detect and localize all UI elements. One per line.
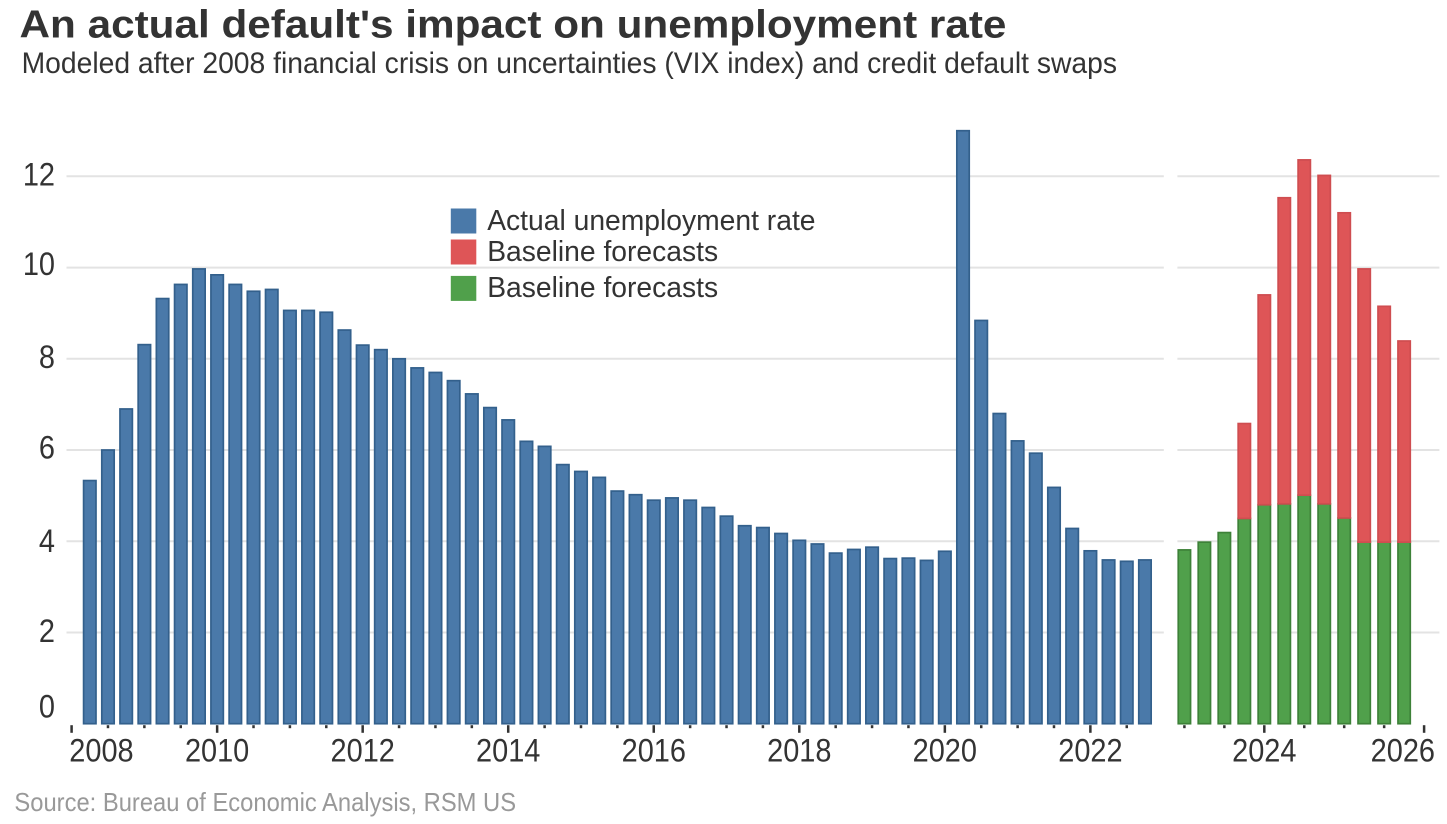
svg-text:6: 6 [39,429,55,466]
svg-text:0: 0 [39,688,55,725]
svg-text:Baseline forecasts: Baseline forecasts [487,235,718,267]
svg-text:2018: 2018 [767,732,831,769]
svg-text:8: 8 [39,338,55,375]
svg-text:2026: 2026 [1371,732,1435,769]
svg-text:2024: 2024 [1232,732,1296,769]
svg-text:2012: 2012 [331,732,395,769]
svg-text:2: 2 [39,612,55,649]
svg-text:Modeled after 2008 financial c: Modeled after 2008 financial crisis on u… [22,47,1117,80]
svg-text:Baseline forecasts: Baseline forecasts [487,272,718,304]
svg-text:2008: 2008 [69,732,133,769]
svg-text:4: 4 [39,522,55,559]
svg-text:Source: Bureau of Economic Ana: Source: Bureau of Economic Analysis, RSM… [14,788,516,817]
svg-text:An actual default's impact on: An actual default's impact on unemployme… [20,2,1007,46]
svg-text:2010: 2010 [185,732,249,769]
svg-text:Actual unemployment rate: Actual unemployment rate [487,204,815,236]
svg-text:2022: 2022 [1058,732,1122,769]
svg-text:10: 10 [23,246,55,283]
svg-text:2020: 2020 [913,732,977,769]
svg-text:2016: 2016 [622,732,686,769]
svg-text:12: 12 [23,156,55,193]
svg-text:2014: 2014 [476,732,540,769]
